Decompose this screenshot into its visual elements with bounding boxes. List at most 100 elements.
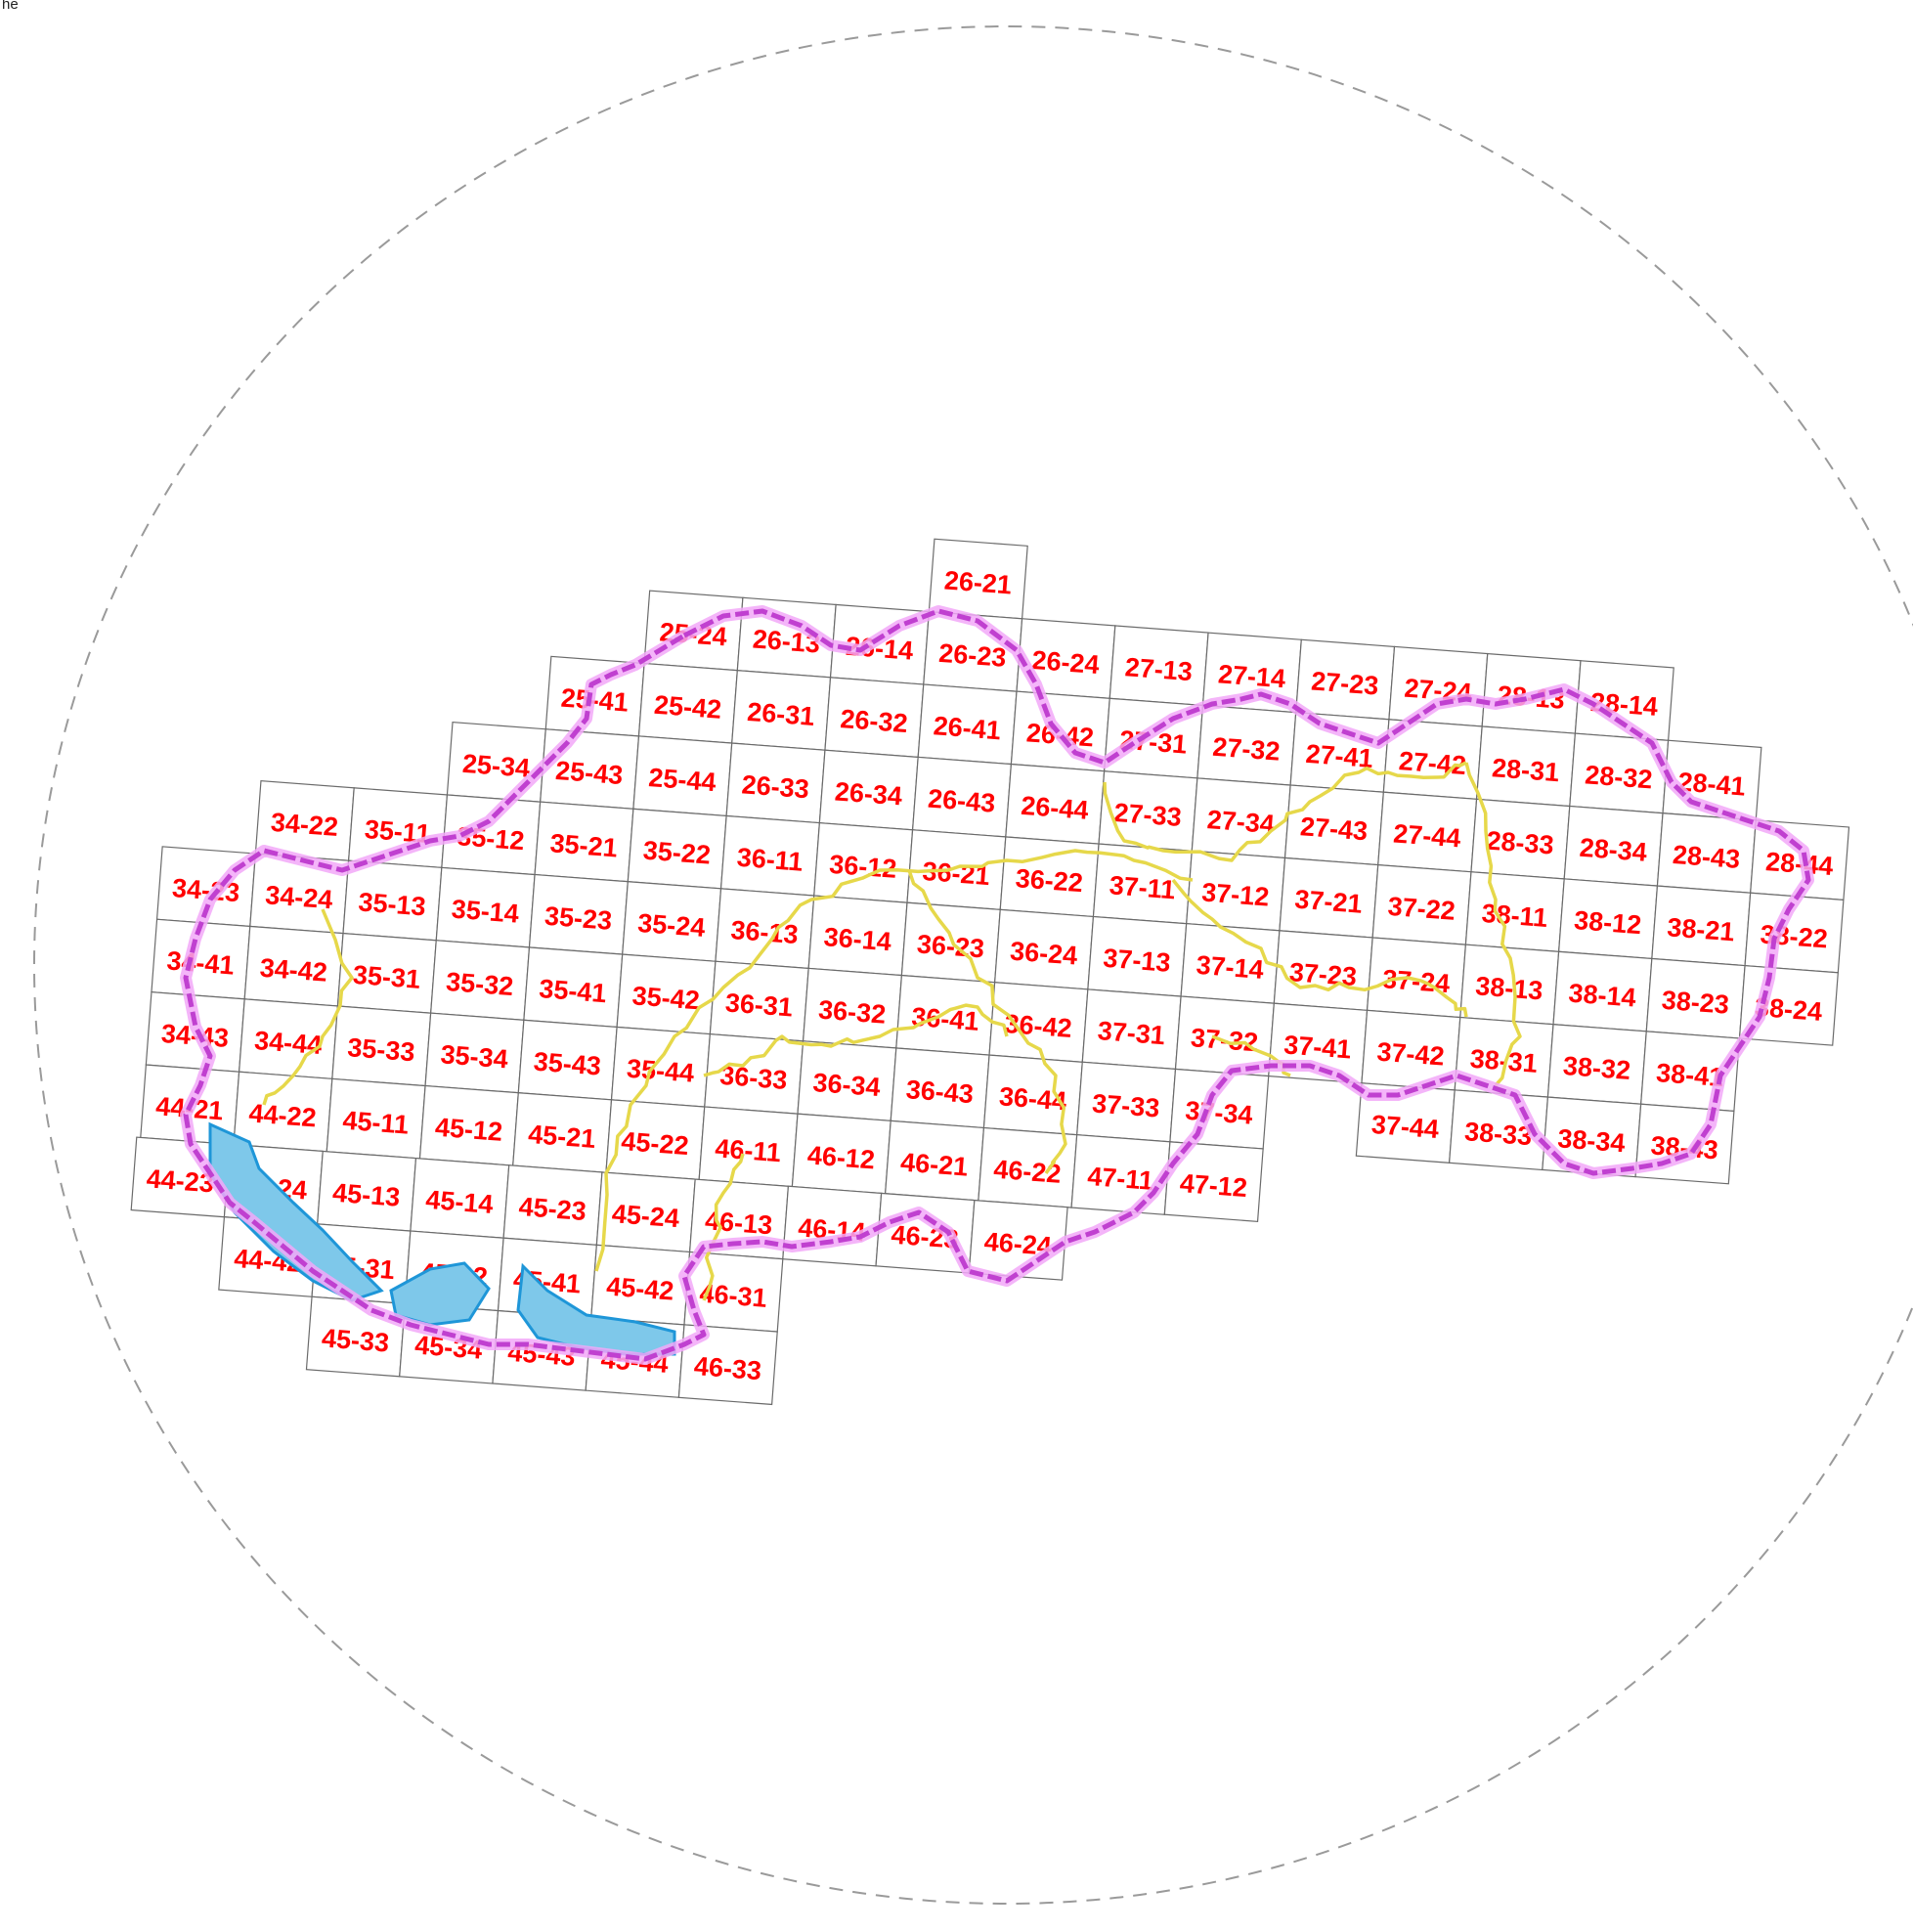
map-sheet-37-21[interactable]: 37-21 — [1279, 856, 1379, 939]
map-sheet-36-41[interactable]: 36-41 — [895, 974, 996, 1056]
map-sheet-37-22[interactable]: 37-22 — [1371, 863, 1472, 945]
map-sheet-35-22[interactable]: 35-22 — [627, 808, 727, 890]
map-sheet-28-34[interactable]: 28-34 — [1563, 805, 1664, 887]
map-sheet-45-12[interactable]: 45-12 — [418, 1084, 519, 1166]
map-sheet-27-14[interactable]: 27-14 — [1201, 632, 1302, 714]
map-sheet-35-21[interactable]: 35-21 — [534, 801, 634, 883]
map-sheet-45-42[interactable]: 45-42 — [590, 1244, 691, 1326]
map-sheet-26-44[interactable]: 26-44 — [1005, 763, 1106, 845]
map-sheet-26-34[interactable]: 26-34 — [818, 749, 919, 831]
map-sheet-47-12[interactable]: 47-12 — [1163, 1141, 1264, 1223]
map-sheet-26-32[interactable]: 26-32 — [824, 677, 925, 759]
map-sheet-36-31[interactable]: 36-31 — [709, 960, 809, 1042]
map-sheet-36-21[interactable]: 36-21 — [906, 829, 1007, 910]
map-sheet-38-11[interactable]: 38-11 — [1464, 871, 1565, 952]
map-sheet-34-42[interactable]: 34-42 — [243, 925, 344, 1007]
map-sheet-36-13[interactable]: 36-13 — [715, 888, 815, 970]
map-sheet-44-22[interactable]: 44-22 — [233, 1071, 333, 1153]
map-sheet-37-12[interactable]: 37-12 — [1186, 850, 1286, 932]
map-sheet-26-31[interactable]: 26-31 — [731, 670, 832, 751]
map-sheet-label: 28-34 — [1579, 833, 1648, 867]
map-sheet-37-24[interactable]: 37-24 — [1366, 937, 1467, 1019]
map-sheet-36-24[interactable]: 36-24 — [993, 908, 1095, 990]
map-sheet-27-23[interactable]: 27-23 — [1295, 638, 1396, 721]
map-sheet-38-14[interactable]: 38-14 — [1552, 950, 1653, 1032]
map-sheet-38-34[interactable]: 38-34 — [1542, 1096, 1642, 1178]
map-sheet-47-11[interactable]: 47-11 — [1070, 1134, 1171, 1215]
map-sheet-37-44[interactable]: 37-44 — [1355, 1082, 1456, 1164]
map-sheet-25-43[interactable]: 25-43 — [540, 728, 640, 810]
map-sheet-35-43[interactable]: 35-43 — [517, 1019, 618, 1101]
map-sheet-27-13[interactable]: 27-13 — [1109, 625, 1209, 707]
map-sheet-26-41[interactable]: 26-41 — [917, 683, 1018, 766]
map-sheet-37-11[interactable]: 37-11 — [1092, 843, 1193, 925]
map-sheet-27-44[interactable]: 27-44 — [1377, 791, 1478, 873]
map-sheet-36-12[interactable]: 36-12 — [813, 821, 914, 903]
map-sheet-45-22[interactable]: 45-22 — [605, 1099, 706, 1181]
map-sheet-38-43[interactable]: 38-43 — [1634, 1103, 1735, 1185]
map-sheet-38-21[interactable]: 38-21 — [1651, 885, 1752, 967]
map-sheet-45-24[interactable]: 45-24 — [595, 1171, 696, 1253]
map-sheet-label: 38-13 — [1474, 971, 1543, 1005]
map-sheet-35-42[interactable]: 35-42 — [616, 953, 717, 1035]
map-sheet-45-14[interactable]: 45-14 — [410, 1157, 510, 1239]
map-sheet-25-34[interactable]: 25-34 — [446, 721, 546, 803]
map-sheet-37-33[interactable]: 37-33 — [1076, 1061, 1177, 1143]
map-sheet-26-24[interactable]: 26-24 — [1016, 618, 1116, 699]
map-sheet-37-31[interactable]: 37-31 — [1081, 988, 1182, 1071]
map-sheet-27-33[interactable]: 27-33 — [1098, 770, 1198, 852]
map-sheet-36-11[interactable]: 36-11 — [719, 814, 821, 897]
map-sheet-45-21[interactable]: 45-21 — [512, 1092, 613, 1173]
map-sheet-35-41[interactable]: 35-41 — [523, 946, 624, 1029]
map-sheet-25-42[interactable]: 25-42 — [637, 662, 738, 744]
map-sheet-36-43[interactable]: 36-43 — [890, 1047, 990, 1129]
map-sheet-27-43[interactable]: 27-43 — [1283, 784, 1384, 866]
map-sheet-38-12[interactable]: 38-12 — [1557, 878, 1659, 960]
map-sheet-36-23[interactable]: 36-23 — [900, 901, 1001, 984]
map-sheet-35-24[interactable]: 35-24 — [622, 881, 722, 962]
map-sheet-37-14[interactable]: 37-14 — [1180, 923, 1281, 1004]
map-sheet-26-21[interactable]: 26-21 — [928, 538, 1028, 620]
map-sheet-36-34[interactable]: 36-34 — [797, 1040, 897, 1121]
map-sheet-45-23[interactable]: 45-23 — [502, 1164, 603, 1246]
map-sheet-45-13[interactable]: 45-13 — [317, 1150, 417, 1232]
map-sheet-25-44[interactable]: 25-44 — [632, 735, 733, 817]
map-sheet-28-32[interactable]: 28-32 — [1569, 732, 1670, 814]
map-sheet-35-31[interactable]: 35-31 — [336, 932, 437, 1014]
map-sheet-45-11[interactable]: 45-11 — [326, 1077, 426, 1160]
map-sheet-36-14[interactable]: 36-14 — [807, 895, 908, 977]
map-sheet-label: 26-32 — [840, 704, 909, 738]
map-sheet-28-31[interactable]: 28-31 — [1475, 725, 1577, 808]
map-sheet-46-11[interactable]: 46-11 — [698, 1106, 799, 1188]
map-sheet-45-33[interactable]: 45-33 — [305, 1295, 406, 1378]
map-sheet-26-43[interactable]: 26-43 — [911, 756, 1013, 838]
map-sheet-37-23[interactable]: 37-23 — [1273, 930, 1373, 1012]
map-sheet-28-43[interactable]: 28-43 — [1656, 812, 1757, 894]
map-sheet-38-32[interactable]: 38-32 — [1546, 1024, 1647, 1105]
map-sheet-27-34[interactable]: 27-34 — [1191, 777, 1291, 859]
map-sheet-46-22[interactable]: 46-22 — [978, 1126, 1078, 1208]
map-sheet-26-33[interactable]: 26-33 — [725, 742, 826, 824]
map-sheet-35-33[interactable]: 35-33 — [331, 1005, 432, 1087]
map-sheet-34-44[interactable]: 34-44 — [238, 998, 339, 1080]
map-sheet-38-23[interactable]: 38-23 — [1645, 957, 1746, 1039]
map-sheet-35-34[interactable]: 35-34 — [424, 1012, 525, 1094]
map-sheet-37-13[interactable]: 37-13 — [1087, 915, 1188, 997]
map-sheet-35-23[interactable]: 35-23 — [528, 873, 629, 955]
map-sheet-46-14[interactable]: 46-14 — [782, 1185, 883, 1267]
map-sheet-35-14[interactable]: 35-14 — [435, 866, 536, 948]
map-sheet-27-32[interactable]: 27-32 — [1196, 704, 1297, 786]
map-sheet-46-12[interactable]: 46-12 — [791, 1113, 891, 1195]
map-sheet-36-32[interactable]: 36-32 — [802, 967, 903, 1049]
map-sheet-35-44[interactable]: 35-44 — [610, 1026, 711, 1108]
map-sheet-46-21[interactable]: 46-21 — [884, 1120, 985, 1202]
map-sheet-36-44[interactable]: 36-44 — [982, 1054, 1083, 1136]
map-sheet-35-32[interactable]: 35-32 — [430, 940, 531, 1021]
map-sheet-34-22[interactable]: 34-22 — [254, 780, 355, 861]
map-sheet-36-33[interactable]: 36-33 — [704, 1032, 804, 1115]
map-sheet-35-13[interactable]: 35-13 — [342, 859, 443, 942]
map-sheet-27-24[interactable]: 27-24 — [1388, 645, 1489, 727]
map-sheet-36-22[interactable]: 36-22 — [999, 836, 1100, 918]
map-sheet-34-41[interactable]: 34-41 — [151, 918, 251, 1000]
map-sheet-46-33[interactable]: 46-33 — [677, 1324, 778, 1406]
